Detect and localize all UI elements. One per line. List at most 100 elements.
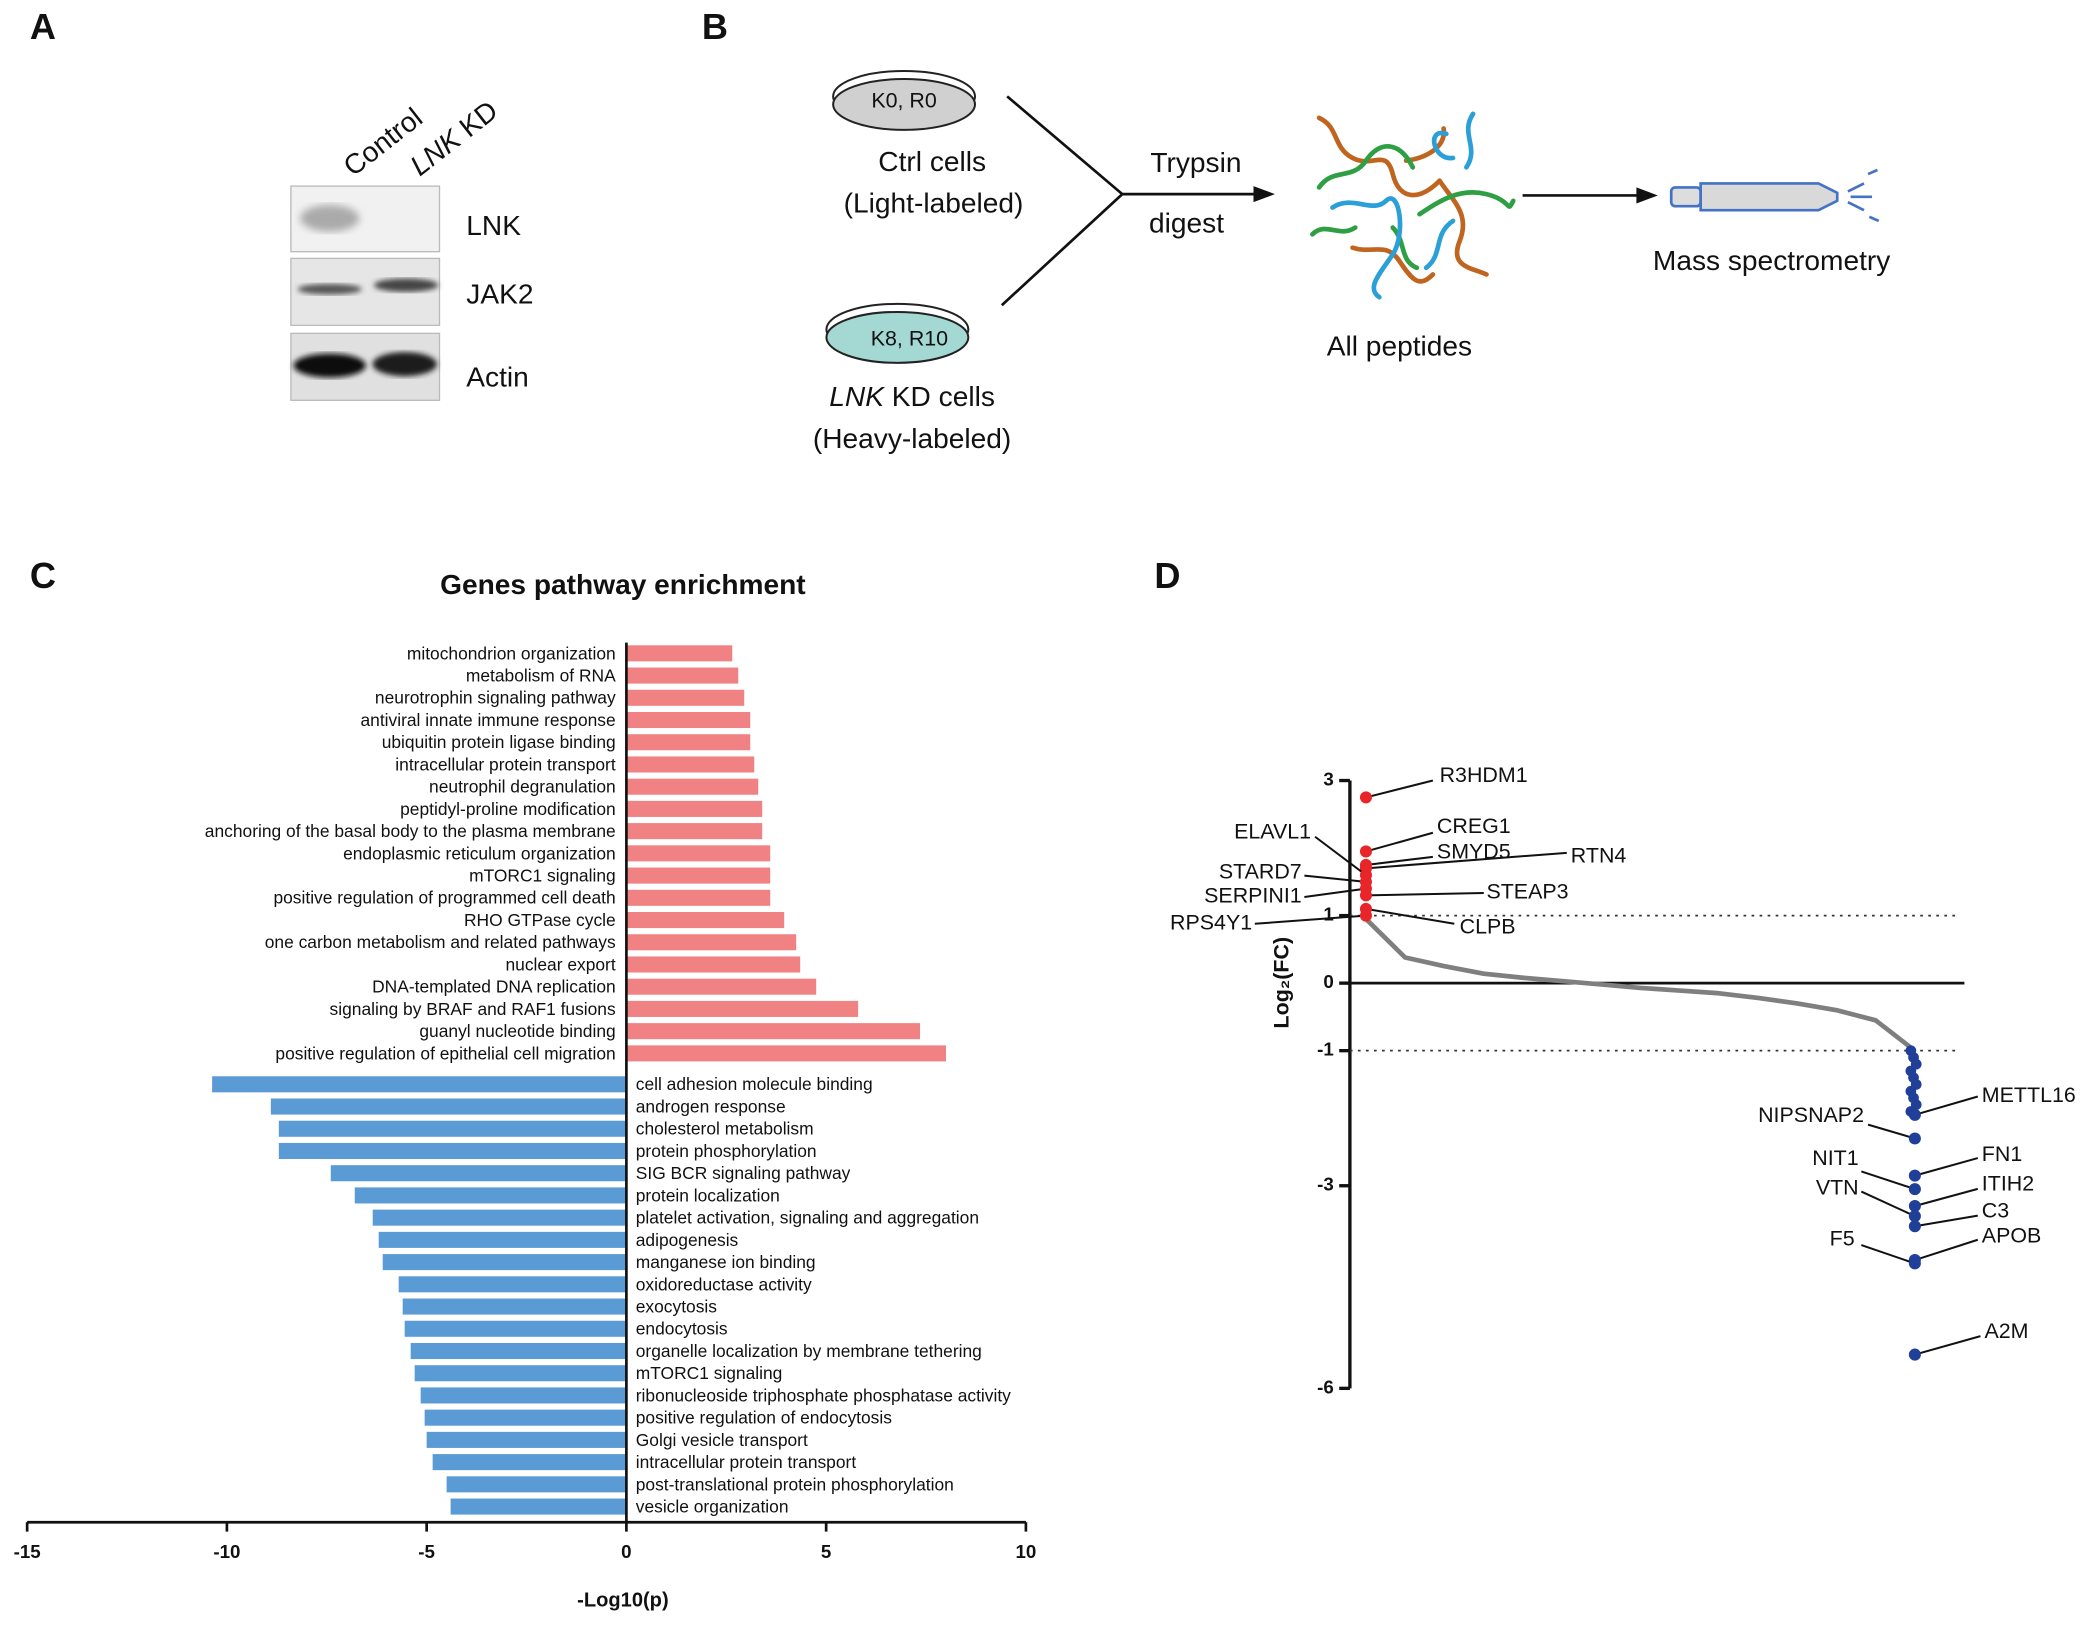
- panel-label: C: [30, 555, 56, 596]
- bar: [378, 1231, 627, 1248]
- category-label: ubiquitin protein ligase binding: [382, 732, 616, 752]
- category-label: protein phosphorylation: [636, 1141, 817, 1161]
- category-label: positive regulation of programmed cell d…: [273, 888, 615, 908]
- leader-line: [1914, 1187, 1979, 1207]
- gene-label: ELAVL1: [1234, 819, 1311, 843]
- x-tick-label: 10: [1015, 1541, 1036, 1562]
- bar: [626, 800, 763, 817]
- category-label: adipogenesis: [636, 1230, 739, 1250]
- gene-label: NIT1: [1812, 1146, 1858, 1170]
- y-tick-label: -3: [1317, 1174, 1334, 1195]
- bar: [626, 778, 759, 795]
- x-tick-label: 0: [621, 1541, 631, 1562]
- leader-line: [1860, 1244, 1916, 1265]
- y-tick-label: 1: [1323, 904, 1333, 925]
- category-label: endocytosis: [636, 1319, 728, 1339]
- bar: [410, 1342, 627, 1360]
- bar: [626, 1023, 921, 1040]
- up-point: [1359, 845, 1372, 858]
- bar: [626, 645, 733, 662]
- category-label: positive regulation of endocytosis: [636, 1408, 892, 1428]
- gene-label: SERPINI1: [1204, 884, 1302, 908]
- bar: [626, 711, 751, 729]
- leader-line: [1365, 891, 1484, 897]
- category-label: vesicle organization: [636, 1497, 789, 1517]
- down-point: [1908, 1210, 1921, 1223]
- band: [293, 353, 366, 378]
- bar: [626, 667, 739, 684]
- bar: [424, 1409, 627, 1426]
- gene-name: LNK: [829, 381, 885, 412]
- cells-label: (Heavy-labeled): [813, 423, 1011, 454]
- category-label: mTORC1 signaling: [636, 1363, 783, 1383]
- bar: [432, 1454, 627, 1471]
- category-label: peptidyl-proline modification: [400, 799, 616, 819]
- y-tick-label: 0: [1323, 971, 1333, 992]
- category-label: nuclear export: [505, 954, 615, 974]
- bar: [626, 1000, 859, 1017]
- bar: [626, 978, 817, 995]
- peptide: [1310, 225, 1420, 271]
- leader-line: [1365, 831, 1434, 853]
- category-label: exocytosis: [636, 1296, 717, 1316]
- leader-line: [1254, 914, 1367, 925]
- gene-label: RPS4Y1: [1170, 910, 1252, 934]
- x-tick-label: -5: [418, 1541, 435, 1562]
- category-label: anchoring of the basal body to the plasm…: [205, 821, 616, 841]
- leader-line: [1304, 874, 1367, 883]
- bar: [278, 1142, 627, 1160]
- y-tick-label: -1: [1317, 1039, 1334, 1060]
- bar: [626, 823, 763, 840]
- gene-label: CLPB: [1460, 914, 1516, 938]
- down-point: [1908, 1348, 1921, 1361]
- category-label: cholesterol metabolism: [636, 1119, 814, 1139]
- leader-line: [1365, 855, 1434, 866]
- gene-label: STEAP3: [1486, 880, 1568, 904]
- category-label: guanyl nucleotide binding: [419, 1021, 615, 1041]
- panel-label: D: [1154, 555, 1180, 596]
- bar: [626, 1045, 947, 1062]
- category-label: neurotrophin signaling pathway: [375, 688, 616, 708]
- bar: [330, 1165, 627, 1182]
- bar: [382, 1254, 627, 1271]
- category-label: manganese ion binding: [636, 1252, 816, 1272]
- category-label: post-translational protein phosphorylati…: [636, 1474, 954, 1494]
- ms-spray: [1847, 168, 1880, 223]
- peptide: [1316, 144, 1516, 217]
- cells-label: Ctrl cells: [878, 146, 986, 177]
- category-label: cell adhesion molecule binding: [636, 1074, 873, 1094]
- kd-dish: [825, 310, 970, 364]
- bar: [402, 1298, 627, 1315]
- gene-label: A2M: [1984, 1319, 2028, 1343]
- gene-label: RTN4: [1571, 843, 1627, 867]
- arrow-head: [1253, 186, 1275, 203]
- leader-line: [1914, 1214, 1978, 1228]
- gene-label: VTN: [1816, 1176, 1859, 1200]
- leader-line: [1860, 1190, 1916, 1218]
- category-label: organelle localization by membrane tethe…: [636, 1341, 982, 1361]
- band: [372, 352, 437, 377]
- down-point: [1908, 1169, 1921, 1182]
- category-label: intracellular protein transport: [395, 754, 616, 774]
- bar: [404, 1320, 627, 1337]
- fc-curve: [1364, 917, 1917, 1053]
- up-point: [1359, 909, 1372, 922]
- bar: [626, 934, 797, 951]
- gene-label: NIPSNAP2: [1758, 1103, 1864, 1127]
- leader-line: [1304, 887, 1367, 899]
- bar: [626, 912, 785, 929]
- bar: [626, 734, 751, 751]
- category-label: positive regulation of epithelial cell m…: [275, 1043, 615, 1063]
- cells-label: (Light-labeled): [844, 187, 1024, 218]
- step-label: digest: [1149, 207, 1224, 238]
- gene-label: METTL16: [1982, 1083, 2076, 1107]
- peptides-label: All peptides: [1327, 331, 1472, 362]
- down-point: [1908, 1199, 1921, 1213]
- step-label: Trypsin: [1150, 147, 1241, 178]
- category-label: mitochondrion organization: [407, 643, 616, 663]
- dish-label: K8, R10: [871, 327, 948, 351]
- ms-tube: [1699, 182, 1839, 212]
- down-point: [1908, 1108, 1921, 1121]
